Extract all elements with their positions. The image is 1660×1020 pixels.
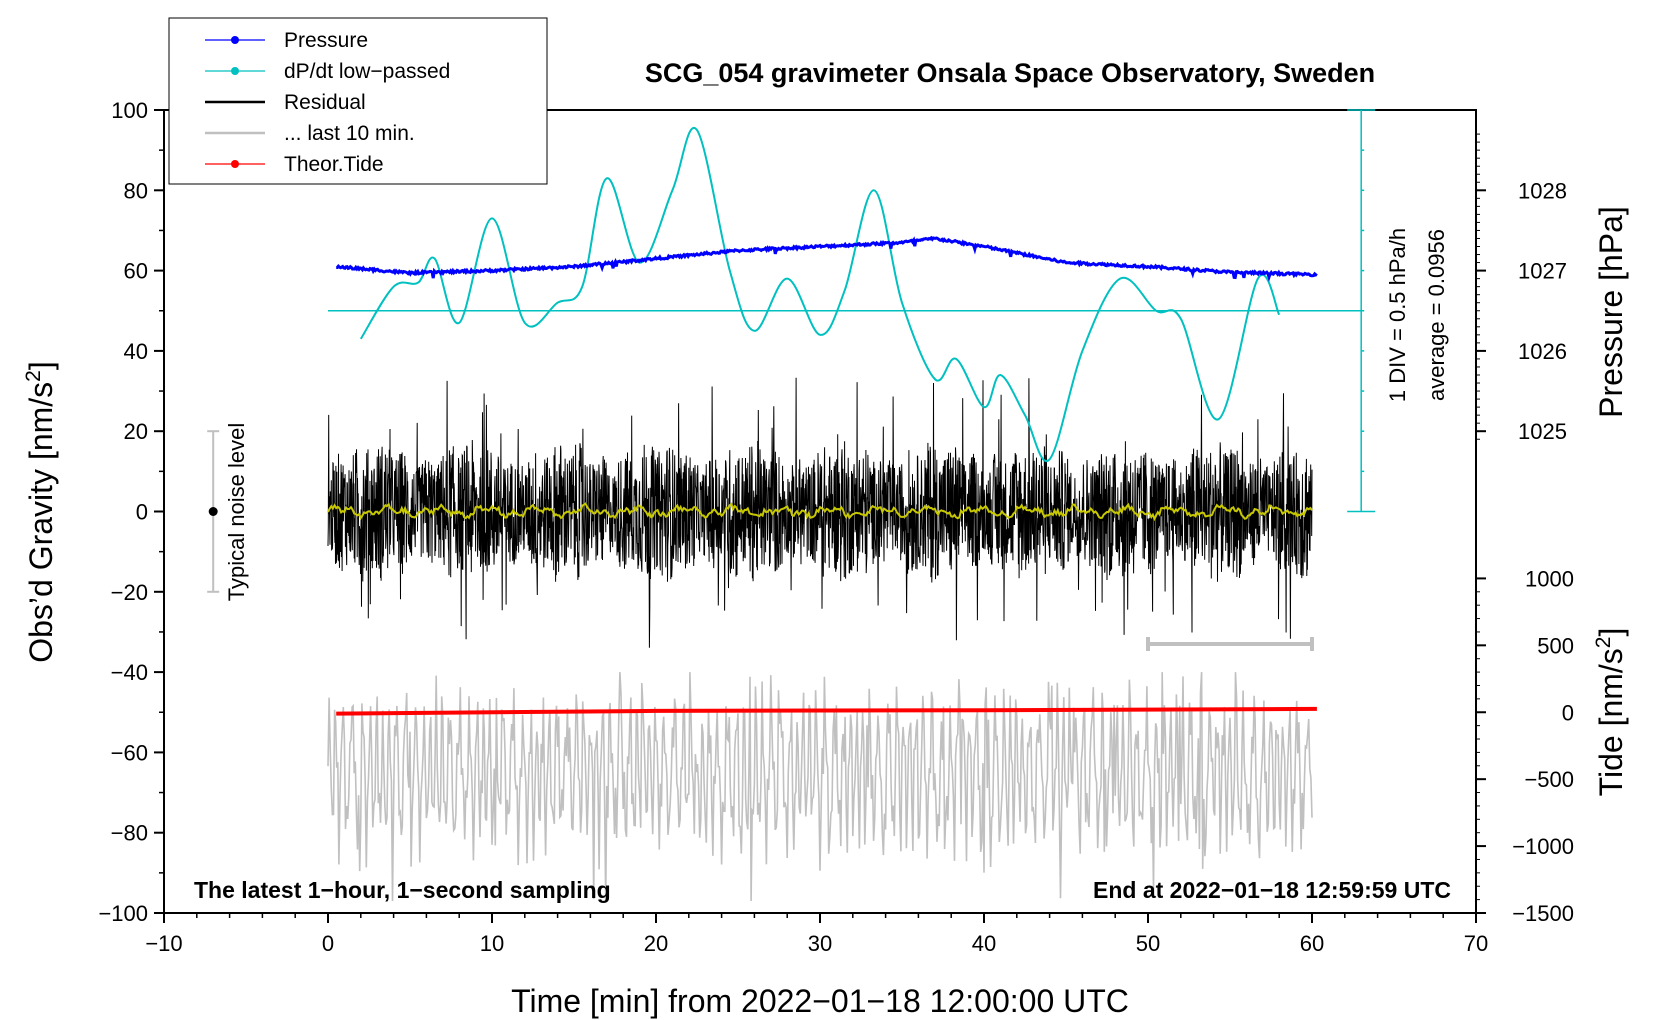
legend-item: Residual bbox=[205, 91, 366, 114]
residual-smoothed-line bbox=[327, 502, 1313, 522]
x-tick-label: 60 bbox=[1300, 931, 1324, 956]
legend-item: dP/dt low−passed bbox=[205, 60, 450, 83]
dpdt-average-label: average = 0.0956 bbox=[1424, 229, 1449, 401]
legend-label: ... last 10 min. bbox=[284, 122, 415, 145]
y-axis-label-left-sup: 2 bbox=[22, 370, 45, 382]
legend-label: Pressure bbox=[284, 29, 368, 52]
y-axis-label-left: Obs’d Gravity [nm/s2] bbox=[22, 361, 59, 663]
legend-item: Theor.Tide bbox=[205, 153, 384, 176]
x-tick-label: 40 bbox=[972, 931, 996, 956]
y-tick-label: 100 bbox=[111, 98, 148, 123]
y-tick-label: −20 bbox=[111, 580, 148, 605]
pressure-tick-label: 1027 bbox=[1518, 259, 1567, 284]
pressure-tick-label: 1025 bbox=[1518, 419, 1567, 444]
x-tick-label: 0 bbox=[322, 931, 334, 956]
y-tick-label: −80 bbox=[111, 821, 148, 846]
noise-level-indicator bbox=[207, 430, 220, 593]
ticks-layer: −10 0 10 20 30 40 50 60 70−100−80−60−40−20020406… bbox=[98, 98, 1574, 956]
note-left: The latest 1−hour, 1−second sampling bbox=[194, 877, 611, 903]
legend-marker bbox=[231, 36, 239, 44]
x-tick-label: 30 bbox=[808, 931, 832, 956]
x-tick-label: 20 bbox=[644, 931, 668, 956]
y-tick-label: 0 bbox=[136, 500, 148, 525]
y-axis-label-pressure: Pressure [hPa] bbox=[1593, 206, 1629, 418]
legend-label: Residual bbox=[284, 91, 366, 114]
legend: Pressure dP/dt low−passed Residual ... last… bbox=[168, 17, 548, 185]
series-layer bbox=[327, 126, 1362, 902]
y-tick-label: −60 bbox=[111, 740, 148, 765]
last-10-min-line bbox=[327, 672, 1313, 902]
note-right: End at 2022−01−18 12:59:59 UTC bbox=[1093, 877, 1451, 903]
residual-line bbox=[327, 377, 1313, 648]
chart-title: SCG_054 gravimeter Onsala Space Observat… bbox=[645, 58, 1375, 88]
tide-tick-label: −500 bbox=[1524, 767, 1574, 792]
y-axis-label-tide: Tide [nm/s2] bbox=[1592, 628, 1629, 797]
legend-label: Theor.Tide bbox=[284, 153, 384, 176]
pressure-tick-label: 1028 bbox=[1518, 178, 1567, 203]
dpdt-scale-ruler bbox=[1347, 109, 1376, 513]
tide-tick-label: 500 bbox=[1537, 633, 1574, 658]
tide-tick-label: −1500 bbox=[1512, 901, 1574, 926]
y-axis-label-tide-main: Tide [nm/s bbox=[1593, 648, 1629, 796]
y-tick-label: 40 bbox=[124, 339, 148, 364]
x-tick-label: 50 bbox=[1136, 931, 1160, 956]
y-tick-label: −100 bbox=[98, 901, 148, 926]
x-tick-label: 70 bbox=[1464, 931, 1488, 956]
legend-item: ... last 10 min. bbox=[205, 122, 415, 145]
x-tick-label: −10 bbox=[145, 931, 182, 956]
tide-tick-label: 1000 bbox=[1525, 566, 1574, 591]
legend-item: Pressure bbox=[205, 29, 368, 52]
noise-level-label: Typical noise level bbox=[224, 423, 249, 602]
theor-tide-line bbox=[336, 706, 1317, 716]
legend-label: dP/dt low−passed bbox=[284, 60, 450, 83]
x-tick-label: 10 bbox=[480, 931, 504, 956]
y-tick-label: −40 bbox=[111, 660, 148, 685]
dpdt-line bbox=[359, 126, 1281, 463]
legend-marker bbox=[231, 67, 239, 75]
y-tick-label: 20 bbox=[124, 419, 148, 444]
tide-tick-label: −1000 bbox=[1512, 834, 1574, 859]
y-tick-label: 60 bbox=[124, 259, 148, 284]
noise-bar-center-dot bbox=[208, 507, 218, 516]
dpdt-scale-label: 1 DIV = 0.5 hPa/h bbox=[1385, 228, 1410, 402]
legend-marker bbox=[231, 160, 239, 168]
x-axis-label: Time [min] from 2022−01−18 12:00:00 UTC bbox=[511, 983, 1129, 1019]
y-axis-label-tide-sup: 2 bbox=[1592, 637, 1615, 649]
tide-tick-label: 0 bbox=[1562, 700, 1574, 725]
y-axis-label-tide-tail: ] bbox=[1593, 628, 1629, 637]
y-axis-label-left-main: Obs’d Gravity [nm/s bbox=[23, 382, 59, 663]
pressure-tick-label: 1026 bbox=[1518, 339, 1567, 364]
y-axis-label-left-tail: ] bbox=[23, 361, 59, 370]
pressure-line bbox=[336, 235, 1318, 283]
y-tick-label: 80 bbox=[124, 178, 148, 203]
